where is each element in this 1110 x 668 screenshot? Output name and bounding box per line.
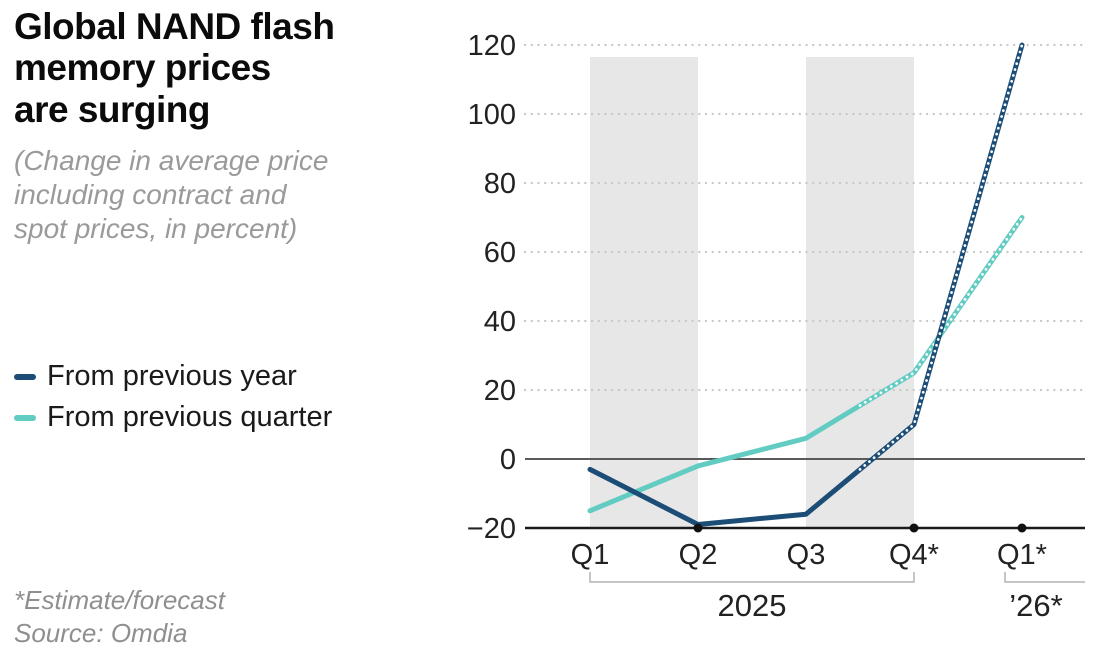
y-tick-label-120: 120 — [468, 30, 516, 62]
year-label-1: ’26* — [1009, 588, 1062, 623]
axis-dot-Q2 — [693, 523, 703, 533]
legend-label-previous-year: From previous year — [47, 360, 297, 392]
legend-item-previous-year: From previous year — [14, 356, 332, 397]
quarter-band-1 — [806, 57, 914, 528]
chart-title: Global NAND flash memory prices are surg… — [14, 6, 434, 130]
x-tick-label-0: Q1 — [571, 539, 610, 571]
quarter-band-0 — [590, 57, 698, 528]
y-tick-label-100: 100 — [468, 99, 516, 131]
chart-title-line-2: memory prices — [14, 47, 271, 89]
chart-title-line-1: Global NAND flash — [14, 6, 335, 47]
year-bracket-0 — [589, 572, 915, 583]
legend-item-previous-quarter: From previous quarter — [14, 397, 332, 438]
x-tick-label-1: Q2 — [679, 539, 718, 571]
y-tick-label-40: 40 — [484, 306, 516, 338]
chart-canvas: −20 0 20 40 60 80 100 120 Q1 Q2 Q3 Q4* Q1* 2025 ’26* — [467, 30, 1087, 623]
series-line-solid-from-previous-year — [587, 466, 863, 527]
axis-dot-Q4 — [909, 523, 919, 533]
x-tick-label-3: Q4* — [889, 539, 939, 571]
y-tick-label-0: 0 — [500, 444, 516, 476]
left-panel: Global NAND flash memory prices are surg… — [14, 6, 434, 245]
chart-footnote: *Estimate/forecast Source: Omdia — [14, 584, 225, 649]
estimate-note: *Estimate/forecast — [14, 585, 225, 615]
chart-legend: From previous year From previous quarter — [14, 356, 332, 438]
y-tick-label-20: 20 — [484, 375, 516, 407]
chart-subtitle-line-3: spot prices, in percent) — [14, 212, 298, 244]
legend-swatch-previous-quarter — [14, 414, 36, 421]
chart-subtitle-line-2: including contract and — [14, 178, 287, 210]
y-tick-label--20: −20 — [467, 513, 516, 545]
chart-subtitle-line-1: (Change in average price — [14, 145, 329, 177]
year-bracket-1 — [1004, 572, 1085, 583]
chart-title-line-3: are surging — [14, 88, 211, 130]
year-label-0: 2025 — [718, 588, 787, 623]
series-forecast-beads-from-previous-quarter — [858, 216, 1024, 407]
chart-subtitle: (Change in average price including contr… — [14, 144, 434, 245]
source-note: Source: Omdia — [14, 617, 188, 648]
y-tick-label-60: 60 — [484, 237, 516, 269]
x-tick-label-2: Q3 — [787, 539, 826, 571]
axis-dot-Q1 — [1017, 523, 1027, 533]
y-tick-label-80: 80 — [484, 168, 516, 200]
x-tick-label-4: Q1* — [997, 539, 1047, 571]
series-line-solid-from-previous-quarter — [587, 403, 863, 514]
legend-swatch-previous-year — [14, 373, 36, 380]
series-forecast-beads-from-previous-year — [858, 43, 1024, 471]
legend-label-previous-quarter: From previous quarter — [47, 401, 333, 433]
chart-area: −20 0 20 40 60 80 100 120 Q1 Q2 Q3 Q4* Q1* 2025 ’26* — [430, 0, 1110, 668]
